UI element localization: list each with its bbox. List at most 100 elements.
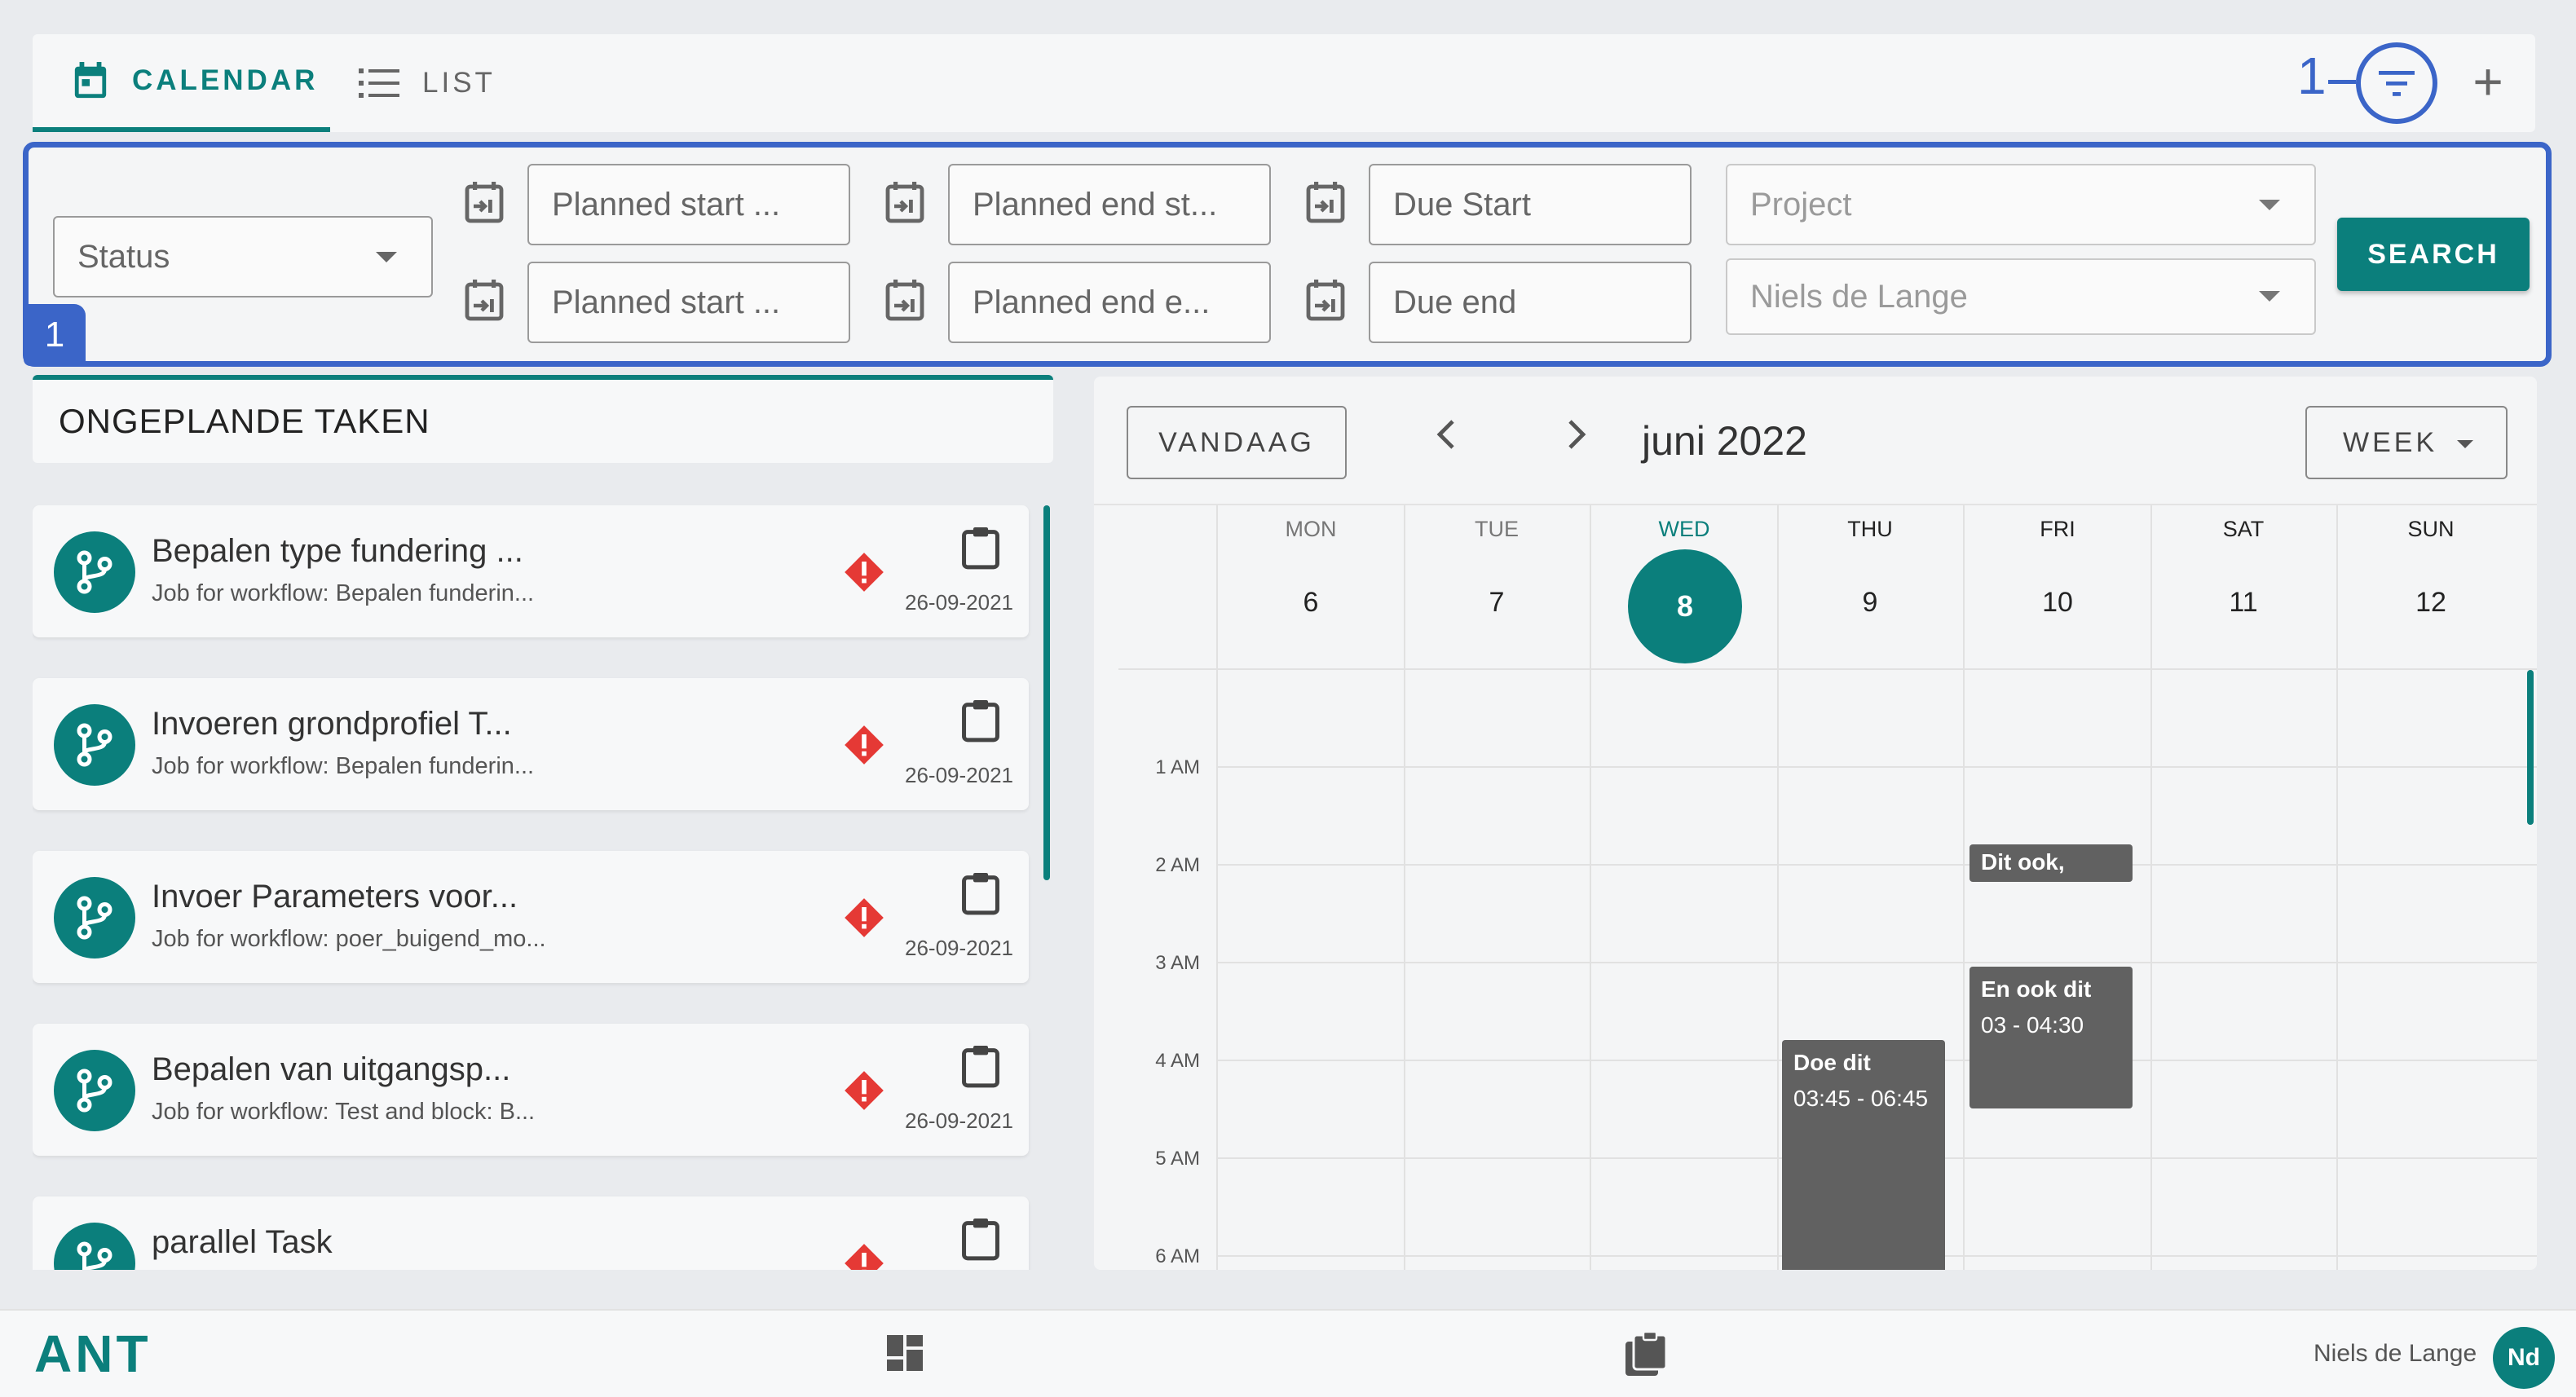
task-card[interactable]: Invoeren grondprofiel T... Job for workf… xyxy=(33,678,1029,810)
grid-line xyxy=(1777,505,1779,1270)
date-range-start-icon xyxy=(885,182,924,223)
grid-line xyxy=(2336,505,2338,1270)
hint-connector xyxy=(2328,80,2356,84)
grid-line xyxy=(1216,962,2537,963)
planned-end-from-field[interactable]: Planned end st... xyxy=(948,164,1271,245)
task-title: Invoer Parameters voor... xyxy=(152,879,518,914)
tab-list[interactable]: LIST xyxy=(359,34,496,132)
clipboard-icon[interactable] xyxy=(960,698,1001,743)
project-select[interactable]: Project xyxy=(1726,164,2316,245)
chevron-down-icon xyxy=(2457,440,2473,448)
calendar-toolbar: VANDAAG juni 2022 WEEK xyxy=(1094,377,2537,505)
workflow-avatar xyxy=(54,877,135,959)
task-card[interactable]: Bepalen type fundering ... Job for workf… xyxy=(33,505,1029,637)
workflow-avatar xyxy=(54,704,135,786)
day-number[interactable]: 12 xyxy=(2415,587,2446,618)
day-number-today[interactable]: 8 xyxy=(1628,549,1742,663)
planned-end-to-field[interactable]: Planned end e... xyxy=(948,262,1271,343)
calendar-scrollbar[interactable] xyxy=(2527,670,2534,825)
unplanned-task-list: Bepalen type fundering ... Job for workf… xyxy=(33,505,1053,1270)
status-select-value: Status xyxy=(77,238,170,275)
user-name: Niels de Lange xyxy=(2314,1340,2477,1367)
day-header-wed: WED xyxy=(1658,517,1710,541)
chevron-down-icon xyxy=(376,252,397,262)
task-card[interactable]: parallel Task xyxy=(33,1196,1029,1270)
task-date: 26-09-2021 xyxy=(905,1108,1013,1133)
tab-calendar-label: CALENDAR xyxy=(132,64,319,96)
day-number[interactable]: 7 xyxy=(1489,587,1505,618)
filter-panel: Status Planned start ... Planned start .… xyxy=(23,142,2552,367)
dashboard-icon[interactable] xyxy=(885,1333,924,1373)
planned-start-to-value: Planned start ... xyxy=(552,284,781,320)
due-end-field[interactable]: Due end xyxy=(1369,262,1692,343)
filter-button[interactable] xyxy=(2356,42,2437,124)
fork-icon xyxy=(77,896,112,940)
calendar-event[interactable]: Doe dit 03:45 - 06:45 xyxy=(1782,1040,1945,1270)
prev-week-button[interactable] xyxy=(1435,416,1458,461)
task-list-scrollbar[interactable] xyxy=(1043,505,1050,880)
tab-calendar[interactable]: CALENDAR xyxy=(33,34,330,132)
workflow-avatar xyxy=(54,531,135,613)
priority-warning-icon xyxy=(845,553,884,592)
plus-icon: + xyxy=(2472,52,2503,111)
grid-line xyxy=(1963,505,1965,1270)
add-button[interactable]: + xyxy=(2462,51,2514,112)
day-number[interactable]: 6 xyxy=(1303,587,1319,618)
assignee-select[interactable]: Niels de Lange xyxy=(1726,258,2316,335)
due-start-value: Due Start xyxy=(1393,186,1531,223)
day-header-tue: TUE xyxy=(1475,517,1519,541)
day-number[interactable]: 11 xyxy=(2229,587,2258,618)
task-card[interactable]: Invoer Parameters voor... Job for workfl… xyxy=(33,851,1029,983)
bottom-bar: ANT Niels de Lange Nd xyxy=(0,1309,2576,1397)
planned-start-from-field[interactable]: Planned start ... xyxy=(527,164,850,245)
day-number[interactable]: 10 xyxy=(2042,587,2073,618)
task-subtitle: Job for workflow: Bepalen funderin... xyxy=(152,580,535,606)
date-range-start-icon xyxy=(465,182,504,223)
day-header-sun: SUN xyxy=(2407,517,2455,541)
event-time: 03 - 04:30 xyxy=(1981,1012,2084,1038)
next-week-button[interactable] xyxy=(1565,416,1588,461)
task-title: parallel Task xyxy=(152,1224,333,1260)
status-select[interactable]: Status xyxy=(53,216,433,297)
date-range-end-icon xyxy=(1306,280,1345,321)
app-logo[interactable]: ANT xyxy=(34,1324,152,1383)
fork-icon xyxy=(77,723,112,767)
time-label: 3 AM xyxy=(1155,952,1200,974)
grid-line xyxy=(1590,505,1591,1270)
filter-panel-hint-badge: 1 xyxy=(24,304,86,366)
calendar-event[interactable]: En ook dit 03 - 04:30 xyxy=(1969,967,2133,1108)
task-title: Invoeren grondprofiel T... xyxy=(152,706,512,742)
clipboard-icon[interactable] xyxy=(960,1043,1001,1089)
view-select-value: WEEK xyxy=(2343,426,2438,458)
event-time: 03:45 - 06:45 xyxy=(1793,1086,1929,1111)
clipboard-icon[interactable] xyxy=(960,1216,1001,1262)
time-label: 6 AM xyxy=(1155,1245,1200,1267)
clipboard-icon[interactable] xyxy=(960,525,1001,571)
priority-warning-icon xyxy=(845,1244,884,1270)
due-start-field[interactable]: Due Start xyxy=(1369,164,1692,245)
search-button[interactable]: SEARCH xyxy=(2337,218,2530,291)
user-avatar[interactable]: Nd xyxy=(2493,1327,2555,1389)
planned-start-to-field[interactable]: Planned start ... xyxy=(527,262,850,343)
today-button[interactable]: VANDAAG xyxy=(1127,406,1347,479)
view-select[interactable]: WEEK xyxy=(2305,406,2508,479)
chevron-left-icon xyxy=(1436,420,1454,449)
date-range-end-icon xyxy=(465,280,504,321)
date-range-start-icon xyxy=(1306,182,1345,223)
workflow-avatar xyxy=(54,1223,135,1270)
task-subtitle: Job for workflow: Test and block: B... xyxy=(152,1099,536,1125)
tasks-clipboard-icon[interactable] xyxy=(1624,1330,1670,1377)
calendar-icon xyxy=(74,62,107,99)
task-card[interactable]: Bepalen van uitgangsp... Job for workflo… xyxy=(33,1024,1029,1156)
grid-line xyxy=(2150,505,2152,1270)
clipboard-icon[interactable] xyxy=(960,870,1001,916)
list-icon xyxy=(359,68,399,98)
time-label: 5 AM xyxy=(1155,1148,1200,1170)
day-header-thu: THU xyxy=(1847,517,1893,541)
task-subtitle: Job for workflow: Bepalen funderin... xyxy=(152,753,535,779)
priority-warning-icon xyxy=(845,898,884,937)
day-number[interactable]: 9 xyxy=(1862,587,1878,618)
day-header-mon: MON xyxy=(1285,517,1337,541)
calendar-panel: VANDAAG juni 2022 WEEK MON TUE WED THU F… xyxy=(1094,377,2537,1270)
calendar-event[interactable]: Dit ook, 01:... xyxy=(1969,844,2133,882)
